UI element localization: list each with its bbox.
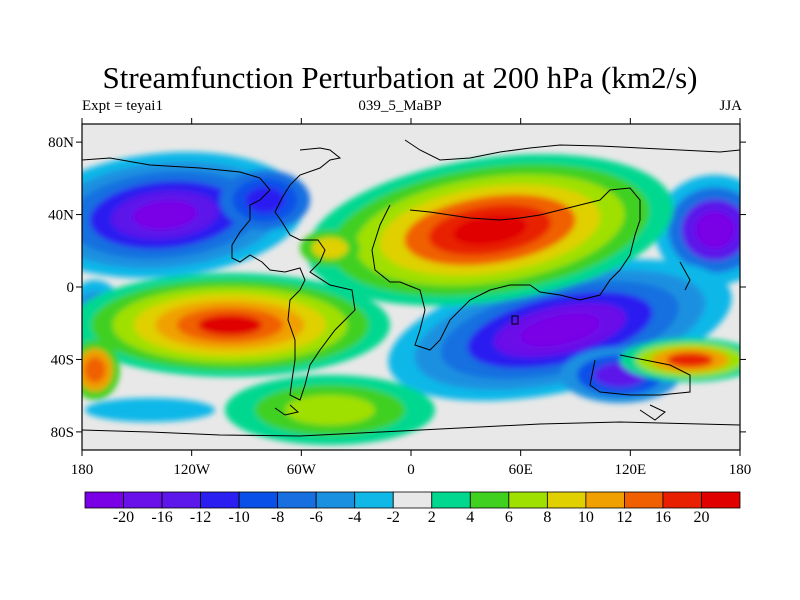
- colorbar-label: -6: [309, 509, 323, 526]
- colorbar-label: 8: [543, 509, 552, 526]
- lat-tick-label: 80N: [48, 135, 74, 151]
- plot-title: Streamfunction Perturbation at 200 hPa (…: [102, 60, 698, 95]
- colorbar-label: 2: [427, 509, 436, 526]
- lon-tick-label: 120W: [173, 462, 211, 478]
- lon-tick-label: 60E: [509, 462, 533, 478]
- coastlines: [82, 139, 740, 437]
- colorbar-swatch: [469, 491, 510, 509]
- colorbar-swatch: [315, 491, 356, 509]
- lat-tick-label: 40S: [51, 352, 74, 368]
- colorbar-label: 4: [466, 509, 475, 526]
- lat-tick-label: 40N: [48, 208, 74, 224]
- latitude-ticks: 80N 40N 0 40S 80S: [48, 135, 746, 441]
- colorbar-label: -12: [189, 509, 212, 526]
- colorbar-swatch: [546, 491, 587, 509]
- colorbar-swatch: [84, 491, 124, 509]
- colorbar-swatch: [392, 491, 433, 509]
- colorbar-swatch: [123, 491, 163, 509]
- colorbar-label: 6: [504, 509, 513, 526]
- colorbar-swatch: [238, 491, 279, 509]
- colorbar-swatch: [585, 491, 625, 509]
- colorbar-swatch: [354, 491, 394, 509]
- colorbar-label: -16: [151, 509, 173, 526]
- lat-tick-label: 0: [67, 280, 75, 296]
- lon-tick-label: 60W: [287, 462, 317, 478]
- colorbar-swatch: [200, 491, 240, 509]
- colorbar-label: 20: [693, 509, 710, 526]
- colorbar-label: 16: [654, 509, 671, 526]
- lon-tick-label: 0: [407, 462, 415, 478]
- colorbar-label: -8: [270, 509, 285, 526]
- colorbar-label: -10: [228, 509, 250, 526]
- lat-tick-label: 80S: [51, 425, 74, 441]
- contour-field: [82, 124, 740, 450]
- lon-tick-label: 120E: [614, 462, 646, 478]
- lon-tick-label: 180: [71, 462, 94, 478]
- experiment-label: Expt = teyai1: [82, 98, 163, 114]
- colorbar-label: 12: [616, 509, 633, 526]
- colorbar-swatch: [277, 491, 317, 509]
- longitude-ticks: 180 120W 60W 0 60E 120E 180: [71, 118, 752, 478]
- colorbar-swatch: [161, 491, 201, 509]
- colorbar-label: 10: [577, 509, 594, 526]
- colorbar-label: -2: [386, 509, 400, 526]
- colorbar-swatch: [431, 491, 471, 509]
- lon-tick-label: 180: [729, 462, 752, 478]
- colorbar: [84, 491, 741, 509]
- colorbar-swatch: [662, 491, 702, 509]
- colorbar-swatch: [624, 491, 664, 509]
- season-label: JJA: [719, 98, 742, 114]
- colorbar-swatch: [508, 491, 548, 509]
- colorbar-label: -4: [348, 509, 362, 526]
- colorbar-label: -20: [112, 509, 135, 526]
- period-label: 039_5_MaBP: [358, 98, 442, 114]
- colorbar-swatch: [701, 491, 741, 509]
